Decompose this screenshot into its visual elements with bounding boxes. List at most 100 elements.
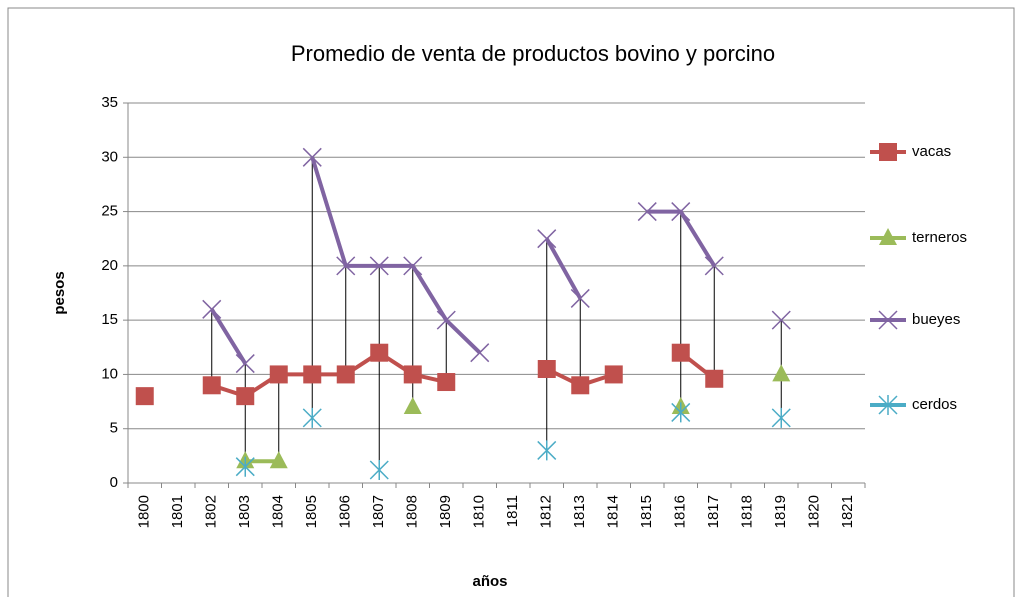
x-tick-label: 1821 — [839, 495, 856, 528]
legend-label: vacas — [912, 143, 951, 160]
marker — [269, 451, 288, 469]
chart-title: Promedio de venta de productos bovino y … — [291, 41, 775, 66]
marker — [879, 143, 897, 161]
x-tick-label: 1817 — [705, 495, 722, 528]
legend-label: terneros — [912, 229, 967, 246]
marker-shape — [878, 310, 898, 330]
marker — [302, 407, 322, 428]
marker-shape — [879, 143, 897, 161]
marker — [302, 147, 322, 167]
x-tick-label: 1812 — [538, 495, 555, 528]
marker — [537, 440, 557, 461]
y-tick-label: 20 — [101, 257, 118, 274]
marker — [470, 343, 490, 363]
x-tick-label: 1802 — [203, 495, 220, 528]
marker-shape — [370, 343, 389, 362]
marker-shape — [235, 456, 255, 477]
marker-shape — [436, 310, 456, 330]
x-tick-label: 1811 — [504, 495, 521, 527]
x-tick-label: 1818 — [739, 495, 756, 528]
x-tick-label: 1801 — [169, 495, 186, 528]
x-tick-label: 1803 — [236, 495, 253, 528]
x-tick-label: 1800 — [136, 495, 153, 528]
marker-shape — [202, 376, 221, 395]
marker — [403, 256, 423, 276]
y-tick-label: 25 — [101, 203, 118, 220]
marker — [570, 288, 590, 308]
marker-shape — [470, 343, 490, 363]
marker-shape — [202, 299, 222, 319]
marker — [135, 387, 154, 406]
x-tick-label: 1815 — [638, 495, 655, 528]
marker — [878, 395, 898, 415]
marker-shape — [302, 147, 322, 167]
marker-shape — [537, 440, 557, 461]
marker-shape — [135, 387, 154, 406]
marker — [705, 369, 724, 388]
marker — [369, 459, 389, 480]
marker — [235, 354, 255, 374]
marker-shape — [302, 407, 322, 428]
marker-shape — [879, 228, 897, 245]
x-tick-label: 1809 — [437, 495, 454, 528]
y-tick-label: 0 — [110, 474, 118, 491]
marker — [704, 256, 724, 276]
y-axis-label: pesos — [51, 271, 68, 314]
x-tick-label: 1820 — [806, 495, 823, 528]
y-tick-label: 30 — [101, 148, 118, 165]
x-tick-label: 1805 — [303, 495, 320, 528]
legend-label: cerdos — [912, 396, 957, 413]
x-tick-label: 1813 — [571, 495, 588, 528]
marker — [772, 364, 791, 382]
marker-shape — [369, 256, 389, 276]
y-tick-label: 5 — [110, 420, 118, 437]
marker — [637, 202, 657, 222]
marker-shape — [604, 365, 623, 384]
marker-shape — [671, 343, 690, 362]
marker — [403, 397, 422, 414]
marker — [370, 343, 389, 362]
marker — [771, 407, 791, 428]
marker-shape — [704, 256, 724, 276]
marker — [671, 402, 691, 423]
marker-shape — [537, 360, 556, 378]
x-tick-label: 1807 — [370, 495, 387, 528]
marker-shape — [437, 373, 456, 392]
x-tick-label: 1806 — [337, 495, 354, 528]
marker — [604, 365, 623, 384]
marker-shape — [269, 451, 288, 469]
marker — [878, 310, 898, 330]
chart-frame — [7, 7, 1015, 602]
marker-shape — [403, 256, 423, 276]
marker — [269, 365, 288, 384]
marker-shape — [771, 310, 791, 330]
marker — [571, 376, 590, 395]
marker — [437, 373, 456, 392]
marker — [671, 343, 690, 362]
x-tick-label: 1808 — [404, 495, 421, 528]
x-tick-label: 1814 — [605, 495, 622, 528]
marker-shape — [236, 387, 255, 406]
x-axis-label: años — [472, 573, 507, 590]
y-tick-label: 35 — [101, 94, 118, 111]
marker-shape — [671, 202, 691, 222]
marker — [336, 365, 355, 384]
marker — [537, 360, 556, 378]
x-tick-label: 1819 — [772, 495, 789, 528]
marker-shape — [303, 365, 322, 384]
marker-shape — [336, 365, 355, 384]
marker — [235, 456, 255, 477]
marker-shape — [705, 369, 724, 388]
marker-shape — [671, 402, 691, 423]
legend-label: bueyes — [912, 311, 960, 328]
marker — [303, 365, 322, 384]
y-tick-label: 15 — [101, 311, 118, 328]
marker — [436, 310, 456, 330]
marker-shape — [369, 459, 389, 480]
marker-shape — [771, 407, 791, 428]
marker — [336, 256, 356, 276]
marker-shape — [637, 202, 657, 222]
marker-shape — [571, 376, 590, 395]
marker-shape — [336, 256, 356, 276]
